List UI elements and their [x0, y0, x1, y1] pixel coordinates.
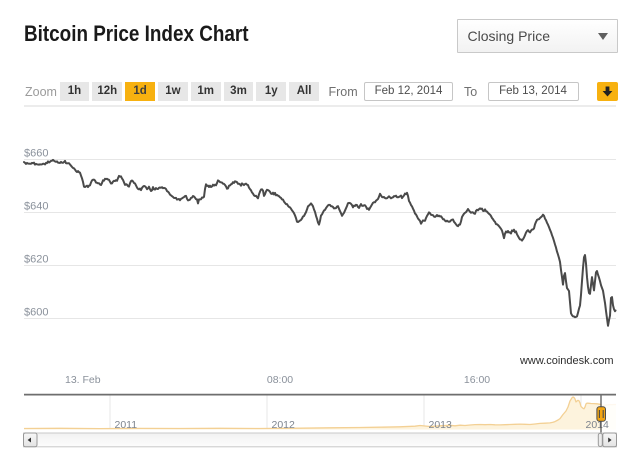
svg-text:13. Feb: 13. Feb	[65, 374, 101, 386]
svg-text:08:00: 08:00	[267, 374, 293, 386]
svg-text:16:00: 16:00	[464, 374, 490, 386]
svg-text:$660: $660	[24, 148, 48, 160]
svg-text:2012: 2012	[272, 419, 296, 431]
svg-text:2014: 2014	[586, 419, 610, 431]
svg-text:$600: $600	[24, 307, 48, 319]
svg-text:$620: $620	[24, 254, 48, 266]
svg-text:2011: 2011	[115, 419, 138, 431]
svg-text:$640: $640	[24, 201, 48, 213]
svg-text:www.coindesk.com: www.coindesk.com	[519, 355, 614, 367]
svg-text:2013: 2013	[429, 419, 453, 431]
